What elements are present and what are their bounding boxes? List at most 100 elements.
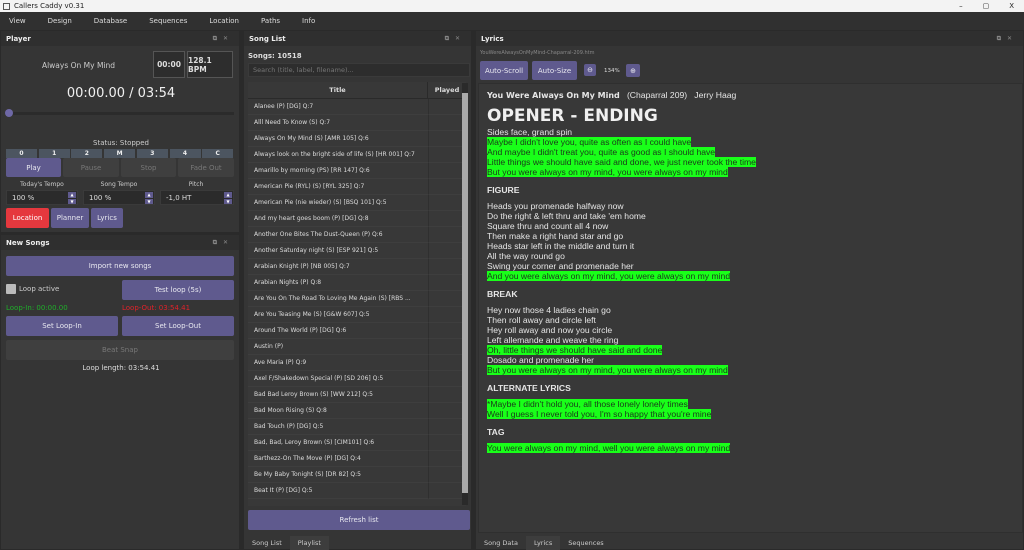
seek-slider[interactable] (5, 109, 234, 117)
loop-active-label: Loop active (19, 285, 60, 293)
menu-database[interactable]: Database (93, 17, 128, 25)
segment-button-m[interactable]: M (104, 149, 136, 158)
segment-button-1[interactable]: 1 (38, 149, 70, 158)
tab-lyrics[interactable]: Lyrics (525, 536, 561, 550)
zoom-out-icon[interactable]: ⊖ (584, 64, 596, 76)
lyrics-heading: OPENER - ENDING (487, 106, 658, 126)
table-row[interactable]: Bad Touch (P) [DG] Q:5 (248, 419, 466, 435)
test-loop-button[interactable]: Test loop (5s) (122, 280, 234, 300)
lyrics-view[interactable]: You Were Always On My Mind (Chaparral 20… (478, 83, 1023, 533)
menu-view[interactable]: View (9, 17, 26, 25)
loop-active-checkbox[interactable] (6, 284, 16, 294)
play-button[interactable]: Play (6, 158, 61, 177)
song-tempo-label: Song Tempo (100, 181, 138, 188)
song-tempo-spinner[interactable]: 100 % ▲ ▼ (83, 190, 155, 205)
table-row[interactable]: Bad Moon Rising (S) Q:8 (248, 403, 466, 419)
down-arrow-icon[interactable]: ▼ (68, 198, 76, 204)
auto-scroll-button[interactable]: Auto-Scroll (480, 61, 528, 80)
table-row[interactable]: Beat It (P) [DG] Q:5 (248, 483, 466, 499)
segment-button-3[interactable]: 3 (136, 149, 168, 158)
search-input[interactable] (248, 63, 470, 77)
planner-button[interactable]: Planner (51, 208, 89, 228)
table-row[interactable]: Axel F/Shakedown Special (P) [SD 206] Q:… (248, 371, 466, 387)
song-title-cell: American Pie (nie wieder) (S) [BSQ 101] … (248, 195, 428, 211)
table-row[interactable]: Amarillo by morning (PS) [RR 147] Q:6 (248, 163, 466, 179)
table-row[interactable]: Always look on the bright side of life (… (248, 147, 466, 163)
stop-button[interactable]: Stop (121, 158, 176, 177)
column-header-played[interactable]: Played (434, 86, 460, 94)
menu-sequences[interactable]: Sequences (149, 17, 188, 25)
up-arrow-icon[interactable]: ▲ (224, 192, 232, 198)
table-row[interactable]: Alll Need To Know (S) Q:7 (248, 115, 466, 131)
table-row[interactable]: Be My Baby Tonight (S) [DR 82] Q:5 (248, 467, 466, 483)
down-arrow-icon[interactable]: ▼ (145, 198, 153, 204)
time-box: 00:00 (153, 51, 185, 78)
table-row[interactable]: American Pie (nie wieder) (S) [BSQ 101] … (248, 195, 466, 211)
segment-button-2[interactable]: 2 (71, 149, 103, 158)
auto-size-button[interactable]: Auto-Size (532, 61, 577, 80)
set-loop-out-button[interactable]: Set Loop-Out (122, 316, 234, 336)
menu-paths[interactable]: Paths (261, 17, 281, 25)
table-row[interactable]: Around The World (P) [DG] Q:6 (248, 323, 466, 339)
scrollbar-thumb[interactable] (462, 93, 468, 493)
played-cell (428, 275, 466, 291)
song-title-cell: Amarillo by morning (PS) [RR 147] Q:6 (248, 163, 428, 179)
table-row[interactable]: Are You Teasing Me (S) [G&W 607] Q:5 (248, 307, 466, 323)
table-row[interactable]: Always On My Mind (S) [AMR 105] Q:6 (248, 131, 466, 147)
lyric-line: Hey now those 4 ladies chain go (487, 305, 611, 315)
table-row[interactable]: Austin (P) (248, 339, 466, 355)
location-button[interactable]: Location (6, 208, 49, 228)
table-row[interactable]: Another One Bites The Dust-Queen (P) Q:6 (248, 227, 466, 243)
table-row[interactable]: Ave Maria (P) Q:9 (248, 355, 466, 371)
table-row[interactable]: Another Saturday night (S) [ESP 921] Q:5 (248, 243, 466, 259)
lyric-line: Square thru and count all 4 now (487, 221, 609, 231)
menu-design[interactable]: Design (47, 17, 72, 25)
minimize-button[interactable]: – (959, 2, 963, 10)
lyric-line: Do the right & left thru and take 'em ho… (487, 211, 646, 221)
bpm-box: 128.1 BPM (187, 51, 233, 78)
refresh-list-button[interactable]: Refresh list (248, 510, 470, 530)
column-header-title[interactable]: Title (248, 82, 428, 98)
table-row[interactable]: And my heart goes boom (P) [DG] Q:8 (248, 211, 466, 227)
tab-song-list[interactable]: Song List (252, 539, 282, 547)
table-row[interactable]: Barthezz-On The Move (P) [DG] Q:4 (248, 451, 466, 467)
table-row[interactable]: Alanee (P) [DG] Q:7 (248, 99, 466, 115)
panel-controls[interactable]: ⧉✕ (444, 34, 466, 42)
panel-controls[interactable]: ⧉✕ (212, 34, 234, 42)
todays-tempo-spinner[interactable]: 100 % ▲ ▼ (6, 190, 78, 205)
up-arrow-icon[interactable]: ▲ (68, 192, 76, 198)
segment-button-4[interactable]: 4 (169, 149, 201, 158)
panel-controls[interactable]: ⧉✕ (212, 238, 234, 246)
import-new-songs-button[interactable]: Import new songs (6, 256, 234, 276)
seek-handle[interactable] (5, 109, 13, 117)
table-row[interactable]: Arabian Nights (P) Q:8 (248, 275, 466, 291)
segment-button-c[interactable]: C (202, 149, 234, 158)
table-row[interactable]: Arabian Knight (P) [NB 005] Q:7 (248, 259, 466, 275)
menu-info[interactable]: Info (302, 17, 316, 25)
up-arrow-icon[interactable]: ▲ (145, 192, 153, 198)
played-cell (428, 387, 466, 403)
set-loop-in-button[interactable]: Set Loop-In (6, 316, 118, 336)
beat-snap-button[interactable]: Beat Snap (6, 340, 234, 360)
tab-playlist[interactable]: Playlist (289, 536, 329, 550)
menu-location[interactable]: Location (209, 17, 239, 25)
scrollbar[interactable] (462, 83, 468, 505)
zoom-in-icon[interactable]: ⊕ (626, 64, 640, 77)
table-row[interactable]: American Pie (RYL) (S) [RYL 325] Q:7 (248, 179, 466, 195)
table-row[interactable]: Are You On The Road To Loving Me Again (… (248, 291, 466, 307)
lyrics-button[interactable]: Lyrics (91, 208, 123, 228)
table-row[interactable]: Bad, Bad, Leroy Brown (S) [CIM101] Q:6 (248, 435, 466, 451)
fade-out-button[interactable]: Fade Out (178, 158, 234, 177)
highlighted-lyric-line: Well I guess I never told you, I'm so ha… (487, 409, 712, 419)
played-cell (428, 403, 466, 419)
tab-sequences[interactable]: Sequences (568, 539, 604, 547)
maximize-button[interactable]: ▢ (982, 2, 990, 10)
pitch-spinner[interactable]: -1,0 HT ▲ ▼ (160, 190, 234, 205)
panel-controls[interactable]: ⧉✕ (996, 34, 1018, 42)
segment-button-0[interactable]: 0 (6, 149, 37, 158)
table-row[interactable]: Bad Bad Leroy Brown (S) [WW 212] Q:5 (248, 387, 466, 403)
tab-song-data[interactable]: Song Data (484, 539, 518, 547)
down-arrow-icon[interactable]: ▼ (224, 198, 232, 204)
close-button[interactable]: X (1009, 2, 1014, 10)
pause-button[interactable]: Pause (63, 158, 119, 177)
